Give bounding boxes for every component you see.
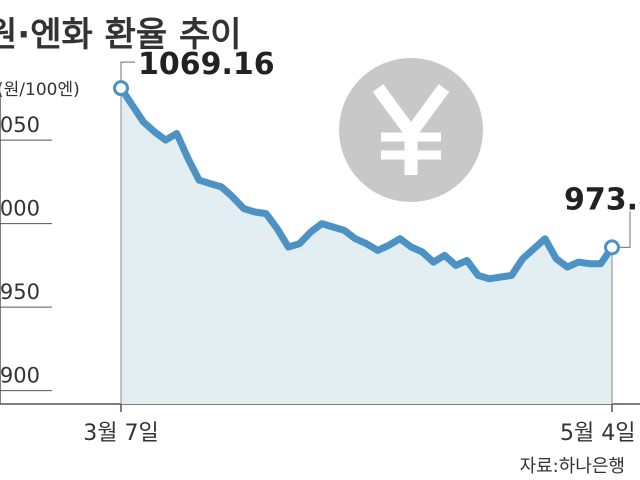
data-point-marker bbox=[604, 239, 620, 256]
x-tick-label: 3월 7일 bbox=[83, 421, 158, 446]
unit-label: (원/100엔) bbox=[0, 80, 80, 100]
data-label: 1069.16 bbox=[138, 47, 275, 82]
y-tick-label: 900 bbox=[0, 364, 40, 388]
y-tick-label: 1050 bbox=[0, 113, 40, 137]
y-tick-label: 1000 bbox=[0, 197, 40, 221]
yen-icon bbox=[339, 58, 483, 202]
x-ticks: 3월 7일 5월 4일 bbox=[83, 404, 635, 446]
data-label: 973.8 bbox=[564, 182, 640, 217]
leader-line bbox=[120, 61, 135, 82]
plot-area bbox=[117, 84, 616, 404]
series-line bbox=[117, 84, 616, 283]
y-tick-label: 950 bbox=[0, 280, 40, 304]
data-labels: 1069.16 973.8 bbox=[113, 47, 640, 256]
y-ticks: 1050 1000 950 900 bbox=[0, 113, 52, 392]
source-label: 자료:하나은행 bbox=[520, 456, 625, 477]
x-tick-label: 5월 4일 bbox=[560, 421, 635, 446]
chart-title: 원·엔화 환율 추이 bbox=[0, 15, 242, 55]
leader-line bbox=[619, 211, 631, 248]
data-point-marker bbox=[113, 80, 129, 97]
